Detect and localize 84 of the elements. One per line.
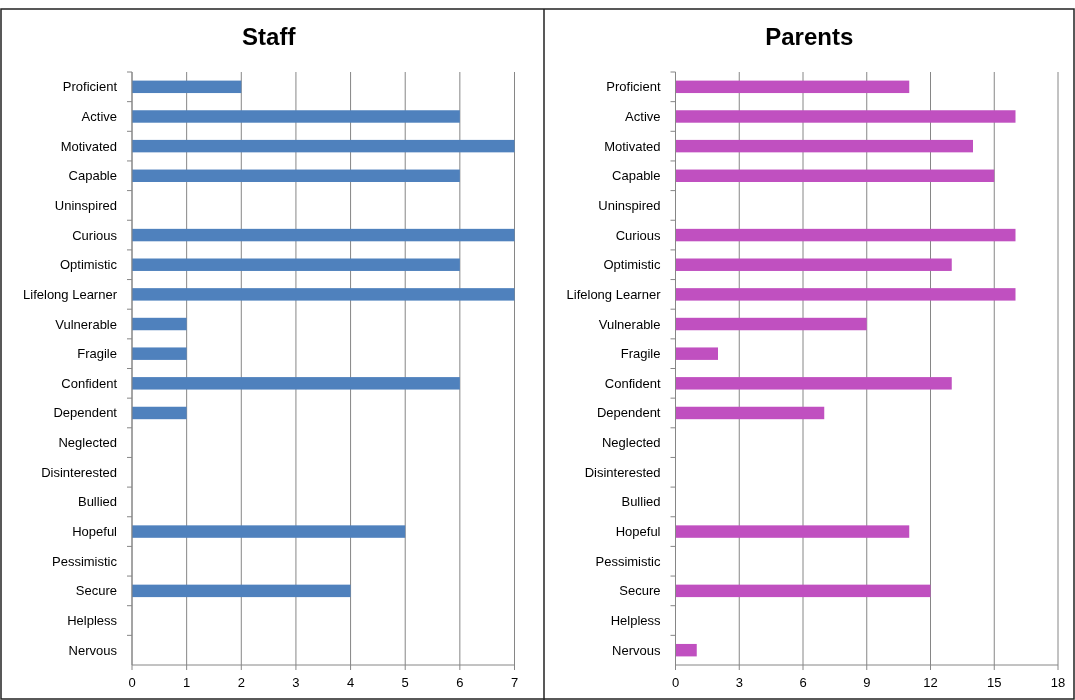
y-tick-label: Curious bbox=[72, 227, 118, 243]
y-tick-label: Neglected bbox=[58, 435, 117, 451]
bar bbox=[675, 169, 995, 182]
y-tick-label: Proficient bbox=[62, 79, 118, 95]
bar bbox=[675, 80, 910, 94]
y-tick-label: Active bbox=[625, 108, 661, 124]
x-tick-label: 2 bbox=[237, 675, 245, 690]
y-tick-label: Capable bbox=[68, 168, 117, 184]
y-tick-label: Nervous bbox=[612, 642, 661, 658]
bar bbox=[132, 584, 351, 598]
x-tick-label: 4 bbox=[346, 675, 355, 690]
y-tick-label: Dependent bbox=[53, 405, 118, 421]
bar bbox=[132, 139, 515, 153]
y-tick-label: Neglected bbox=[601, 435, 661, 451]
y-tick-label: Lifelong Learner bbox=[566, 286, 662, 302]
bar bbox=[132, 377, 460, 390]
y-tick-label: Motivated bbox=[604, 138, 661, 154]
x-tick-label: 6 bbox=[799, 675, 807, 690]
y-tick-label: Confident bbox=[604, 375, 661, 391]
y-tick-label: Helpless bbox=[67, 613, 118, 629]
bar bbox=[675, 525, 910, 538]
bar bbox=[132, 288, 515, 301]
y-tick-label: Active bbox=[81, 108, 117, 124]
y-tick-label: Fragile bbox=[77, 346, 117, 362]
x-tick-label: 12 bbox=[923, 675, 938, 690]
x-tick-label: 9 bbox=[863, 675, 871, 690]
y-tick-label: Confident bbox=[61, 375, 118, 391]
y-tick-label: Bullied bbox=[621, 494, 661, 510]
bar bbox=[675, 139, 973, 153]
chart-title: Parents bbox=[765, 23, 854, 50]
y-tick-label: Vulnerable bbox=[598, 316, 661, 332]
x-tick-label: 6 bbox=[456, 675, 464, 690]
y-tick-label: Secure bbox=[619, 583, 661, 599]
x-tick-label: 0 bbox=[128, 675, 136, 690]
bar bbox=[675, 584, 931, 598]
bar bbox=[675, 377, 952, 390]
bar bbox=[132, 406, 187, 420]
y-tick-label: Dependent bbox=[596, 405, 661, 421]
bar bbox=[675, 317, 867, 331]
y-tick-label: Optimistic bbox=[603, 257, 661, 273]
bar bbox=[675, 347, 718, 360]
x-tick-label: 5 bbox=[401, 675, 409, 690]
bar bbox=[132, 258, 460, 271]
y-tick-label: Capable bbox=[612, 168, 661, 184]
x-tick-label: 0 bbox=[671, 675, 680, 690]
chart-title: Staff bbox=[242, 23, 297, 50]
x-tick-label: 18 bbox=[1050, 675, 1066, 690]
y-tick-label: Lifelong Learner bbox=[23, 286, 118, 302]
bar bbox=[675, 288, 1016, 301]
y-tick-label: Hopeful bbox=[72, 524, 118, 540]
bar bbox=[132, 80, 242, 94]
x-tick-label: 3 bbox=[292, 675, 300, 690]
y-tick-label: Disinterested bbox=[41, 464, 117, 480]
bar bbox=[675, 258, 952, 271]
x-tick-label: 1 bbox=[183, 675, 191, 690]
x-tick-label: 7 bbox=[510, 675, 519, 690]
y-tick-label: Uninspired bbox=[598, 197, 661, 213]
bar bbox=[132, 228, 515, 242]
y-tick-label: Fragile bbox=[620, 346, 661, 362]
y-tick-label: Optimistic bbox=[59, 257, 118, 273]
bar bbox=[675, 228, 1016, 242]
bar bbox=[132, 169, 460, 182]
bar bbox=[132, 525, 406, 538]
y-tick-label: Secure bbox=[75, 583, 117, 599]
bar bbox=[132, 110, 460, 123]
y-tick-label: Helpless bbox=[610, 613, 661, 629]
y-tick-label: Disinterested bbox=[584, 464, 661, 480]
y-tick-label: Motivated bbox=[60, 138, 117, 154]
y-tick-label: Vulnerable bbox=[55, 316, 117, 332]
y-tick-label: Bullied bbox=[77, 494, 117, 510]
bar bbox=[132, 317, 187, 331]
y-tick-label: Pessimistic bbox=[595, 553, 661, 569]
x-tick-label: 15 bbox=[987, 675, 1002, 690]
y-tick-label: Hopeful bbox=[615, 524, 661, 540]
y-tick-label: Curious bbox=[615, 227, 661, 243]
bar bbox=[675, 643, 697, 657]
y-tick-label: Pessimistic bbox=[51, 553, 118, 569]
bar bbox=[675, 406, 825, 420]
y-tick-label: Proficient bbox=[606, 79, 661, 95]
x-tick-label: 3 bbox=[735, 675, 743, 690]
bar bbox=[675, 110, 1016, 123]
y-tick-label: Nervous bbox=[68, 642, 118, 658]
y-tick-label: Uninspired bbox=[54, 197, 117, 213]
bar bbox=[132, 347, 187, 360]
